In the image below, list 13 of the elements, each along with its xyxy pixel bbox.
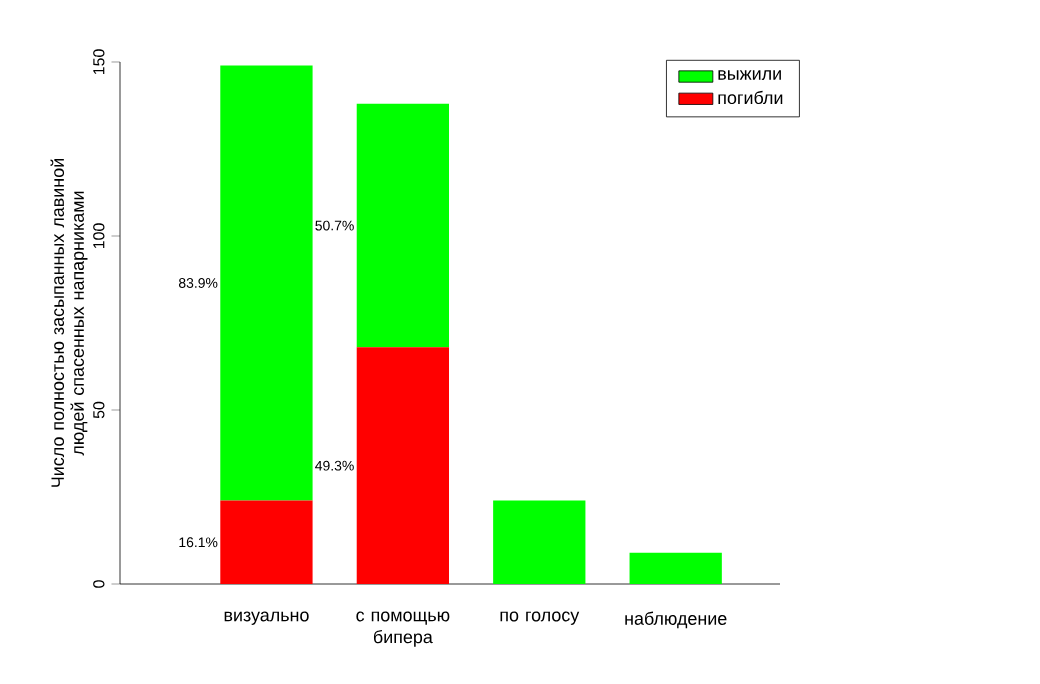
legend-label: выжили — [718, 70, 781, 80]
x-tick-label: по голосу — [500, 611, 580, 625]
bar — [356, 347, 449, 584]
x-tick-label: визуально — [224, 611, 309, 625]
x-tick-label: наблюдение — [625, 611, 727, 629]
bar — [356, 103, 449, 348]
legend-label: погибли — [718, 90, 783, 105]
bar — [220, 65, 313, 501]
bar — [629, 552, 722, 584]
y-axis-title: Число полностью засыпанных лавиной людей спасенных напарниками — [50, 159, 88, 487]
bar — [220, 500, 313, 584]
x-tick-label: с помощью бипера — [356, 611, 450, 647]
bar — [493, 500, 586, 584]
